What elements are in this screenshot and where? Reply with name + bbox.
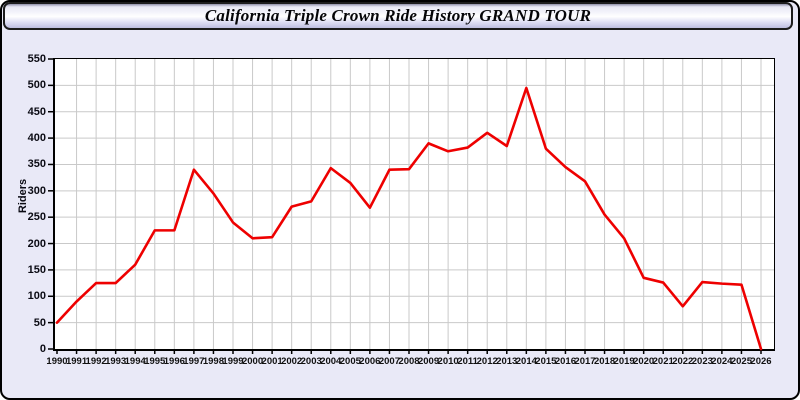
x-tick-label: 1993 [105, 356, 127, 367]
x-tick-label: 2024 [711, 356, 733, 367]
x-tick-label: 2016 [554, 356, 577, 367]
x-tick-label: 2003 [300, 356, 322, 367]
chart-plot-area [48, 58, 775, 354]
x-tick-label: 1996 [163, 356, 185, 367]
x-tick-label: 2023 [691, 356, 713, 367]
y-tick-label: 300 [27, 184, 46, 197]
page-title: California Triple Crown Ride History GRA… [204, 6, 592, 25]
x-tick-label: 1991 [65, 356, 88, 367]
x-tick-label: 2002 [281, 356, 303, 367]
x-tick-label: 1995 [144, 356, 166, 367]
x-tick-label: 2018 [593, 356, 616, 367]
x-tick-label: 2008 [398, 356, 420, 367]
y-tick-label: 100 [27, 290, 46, 303]
x-tick-label: 2026 [750, 356, 772, 367]
y-tick-label: 400 [27, 132, 46, 145]
x-tick-label: 2000 [241, 356, 264, 367]
x-tick-label: 2019 [613, 356, 635, 367]
riders-line-series [55, 86, 763, 351]
title-bar: California Triple Crown Ride History GRA… [3, 2, 793, 30]
y-tick-label: 0 [39, 343, 46, 355]
x-tick-label: 2005 [339, 356, 361, 367]
x-tick-label: 2010 [437, 356, 459, 367]
x-tick-label: 1994 [124, 356, 146, 367]
x-tick-label: 2001 [261, 356, 283, 367]
ride-history-chart [48, 58, 774, 354]
x-tick-label: 1999 [222, 356, 244, 367]
y-tick-label: 200 [27, 237, 46, 250]
x-tick-label: 2009 [417, 356, 440, 367]
x-tick-label: 1990 [46, 356, 68, 367]
y-tick-label: 550 [27, 53, 46, 65]
x-tick-label: 2015 [535, 356, 557, 367]
x-tick-label: 2011 [457, 356, 478, 367]
y-tick-label: 500 [27, 79, 46, 92]
y-tick-label: 150 [27, 263, 46, 276]
x-tick-label: 1997 [183, 356, 205, 367]
y-tick-label: 250 [27, 211, 46, 224]
x-tick-label: 2025 [730, 356, 753, 367]
x-tick-label: 2014 [515, 356, 537, 367]
x-tick-label: 2004 [320, 356, 342, 367]
x-tick-label: 2020 [633, 356, 655, 367]
x-tick-label: 1998 [202, 356, 225, 367]
x-tick-label: 1992 [85, 356, 107, 367]
x-tick-label: 2021 [652, 356, 674, 367]
x-tick-label: 2007 [378, 356, 401, 367]
x-tick-label: 2012 [476, 356, 498, 367]
x-tick-label: 2006 [359, 356, 381, 367]
y-tick-label: 50 [33, 316, 46, 329]
x-tick-label: 2013 [496, 356, 518, 367]
x-tick-label: 2022 [672, 356, 694, 367]
y-tick-label: 450 [27, 105, 46, 118]
y-tick-label: 350 [27, 158, 46, 171]
x-tick-label: 2017 [574, 356, 596, 367]
